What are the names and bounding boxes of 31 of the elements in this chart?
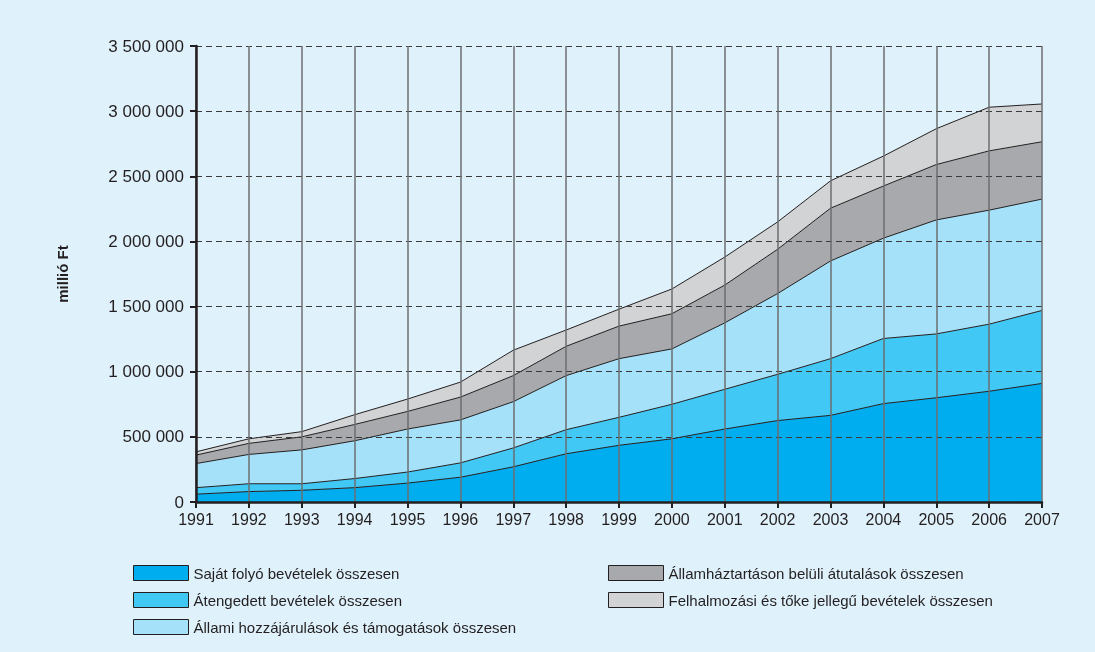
legend-label: Átengedett bevételek összesen	[193, 591, 402, 609]
legend-label: Felhalmozási és tőke jellegű bevételek összesen	[668, 591, 993, 609]
x-tick-label: 1997	[495, 510, 532, 528]
y-tick-label: 0	[174, 492, 184, 512]
x-tick-label: 1991	[178, 510, 214, 528]
y-tick-label: 2 500 000	[108, 166, 184, 186]
y-tick-label: 1 500 000	[108, 297, 184, 317]
x-tick-label: 2004	[865, 510, 902, 528]
x-tick-label: 1998	[548, 510, 585, 528]
y-tick-label: 3 500 000	[108, 36, 184, 56]
x-tick-label: 2007	[1024, 510, 1060, 528]
y-tick-label: 2 000 000	[108, 231, 184, 251]
x-tick-label: 1999	[601, 510, 637, 528]
x-tick-label: 2002	[759, 510, 796, 528]
x-tick-label: 2001	[706, 510, 743, 528]
x-tick-label: 1992	[231, 510, 267, 528]
x-tick-label: 1993	[283, 510, 320, 528]
x-tick-label: 2003	[812, 510, 849, 528]
y-tick-label: 3 000 000	[108, 101, 184, 121]
legend-label: Saját folyó bevételek összesen	[193, 564, 400, 582]
y-tick-label: 1 000 000	[108, 362, 184, 382]
y-tick-label: 500 000	[122, 427, 184, 447]
legend-label: Állami hozzájárulások és támogatások összesen	[193, 618, 517, 636]
x-tick-label: 1995	[389, 510, 426, 528]
y-axis-title: millió Ft	[54, 245, 71, 303]
x-tick-label: 2005	[918, 510, 955, 528]
legend-label: Államháztartáson belüli átutalások összesen	[668, 564, 964, 582]
x-tick-label: 2000	[654, 510, 690, 528]
x-tick-label: 1994	[336, 510, 373, 528]
x-tick-label: 1996	[442, 510, 479, 528]
x-tick-label: 2006	[971, 510, 1008, 528]
